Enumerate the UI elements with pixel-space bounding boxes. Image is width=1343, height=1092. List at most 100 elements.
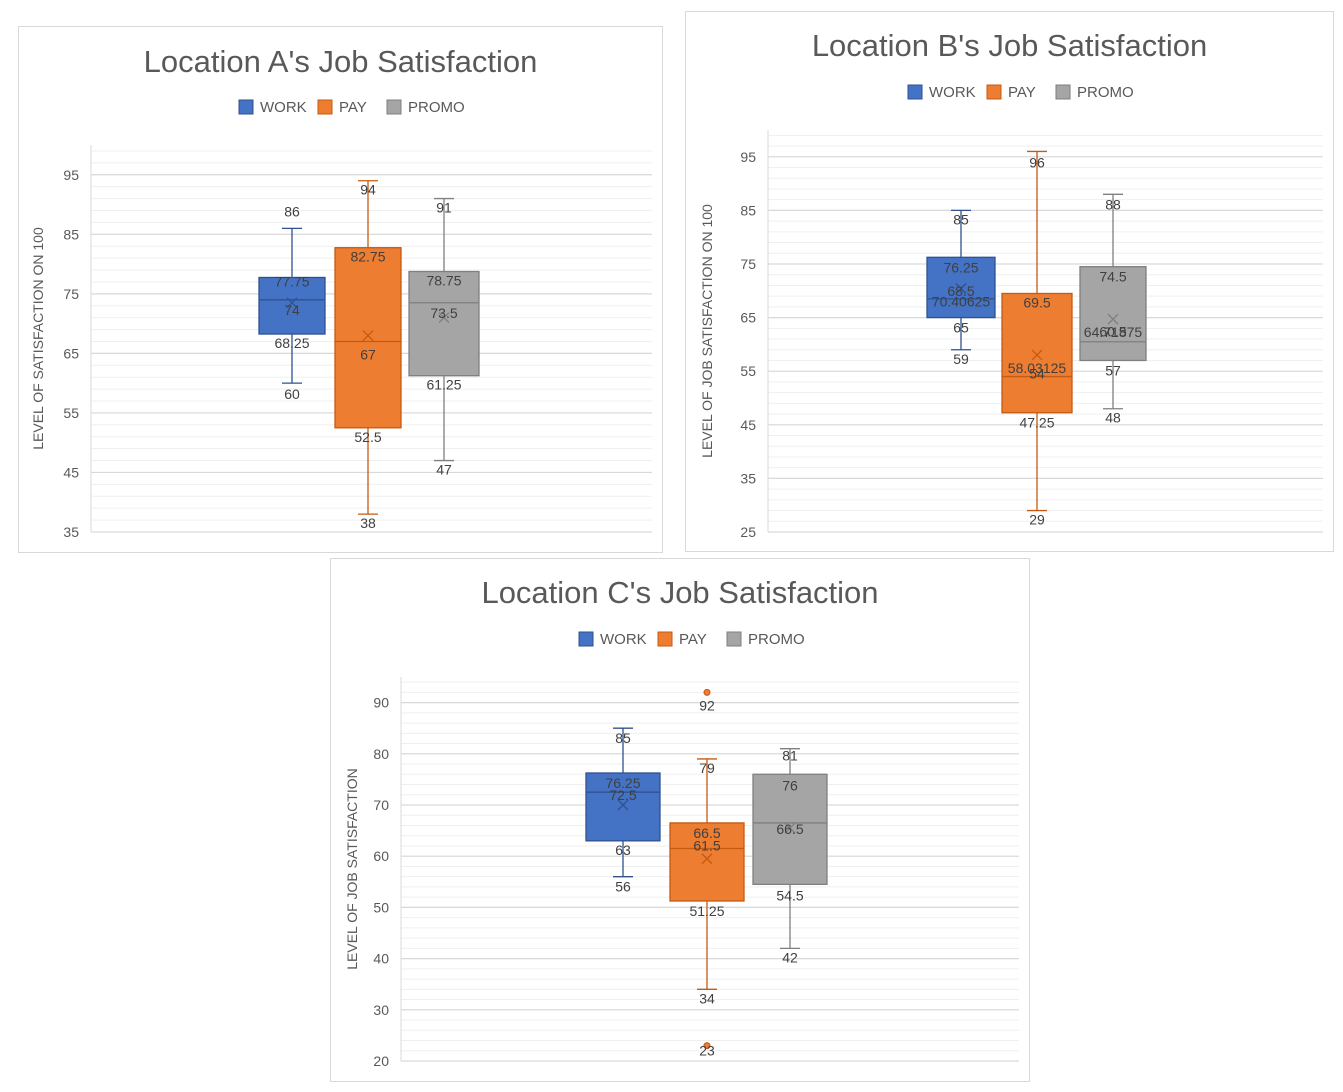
y-tick-label: 40 [373,951,389,967]
y-tick-label: 90 [373,695,389,711]
data-label: 59 [953,351,969,367]
data-label: 68.5 [947,283,974,299]
chart-title: Location B's Job Satisfaction [812,28,1207,63]
data-label: 77.75 [274,273,309,289]
data-label: 61.5 [693,838,720,854]
iqr-box [669,822,745,902]
iqr-box [1079,266,1147,362]
y-tick-label: 95 [740,149,756,165]
data-label: 85 [953,211,969,227]
y-axis-title: LEVEL OF JOB SATISFACTION ON 100 [699,204,715,458]
data-label: 67 [360,346,376,362]
data-label: 63 [615,842,631,858]
data-label: 60 [284,386,300,402]
mean-marker [1031,349,1043,361]
mean-marker [955,283,967,295]
data-label: 48 [1105,410,1121,426]
iqr-box [258,276,326,335]
data-label: 74 [284,302,300,318]
chart-location-b: Location B's Job Satisfaction WORK PAY PROM… [685,11,1334,552]
data-label: 91 [436,200,452,216]
box-pay: 94 82.75 67 52.5 38 [334,180,402,531]
y-tick-label: 85 [740,202,756,218]
data-label: 23 [699,1043,715,1059]
legend-label-work: WORK [260,99,307,116]
data-label: 76 [782,777,798,793]
legend-swatch-promo [386,99,402,115]
box-promo: 81 76 66.5 54.5 42 [752,748,828,965]
data-label: 69.5 [1023,294,1050,310]
data-label: 76.25 [605,775,640,791]
chart-title: Location C's Job Satisfaction [481,575,878,610]
data-label: 82.75 [350,249,385,265]
data-label: 79 [699,760,715,776]
mean-marker [286,297,298,309]
legend-label-work: WORK [929,84,976,101]
y-tick-label: 30 [373,1002,389,1018]
data-label: 66.5 [693,825,720,841]
legend-swatch-pay [657,631,673,647]
data-label: 54 [1029,366,1045,382]
iqr-box [926,256,996,319]
y-tick-label: 25 [740,524,756,540]
data-label: 47.25 [1019,415,1054,431]
y-tick-label: 35 [740,470,756,486]
y-axis-title: LEVEL OF JOB SATISFACTION [344,768,360,970]
data-label: 61.25 [426,377,461,393]
data-label: 64.71875 [1084,324,1143,340]
y-tick-label: 85 [63,226,79,242]
data-label: 72.5 [609,787,636,803]
data-label: 86 [284,203,300,219]
data-label: 38 [360,515,376,531]
y-tick-label: 75 [63,286,79,302]
data-label: 96 [1029,154,1045,170]
legend-label-promo: PROMO [748,631,805,648]
data-label: 73.5 [430,305,457,321]
data-label: 88 [1105,196,1121,212]
y-tick-label: 35 [63,524,79,540]
iqr-box [752,773,828,886]
box-work: 86 77.75 74 68.25 60 [258,203,326,402]
y-axis-title: LEVEL OF SATISFACTION ON 100 [30,227,46,450]
y-tick-label: 45 [63,464,79,480]
legend-label-promo: PROMO [1077,84,1134,101]
chart-c-svg: Location C's Job Satisfaction WORK PAY PROM… [344,575,1019,1069]
chart-a-svg: Location A's Job Satisfaction WORK PAY PROM… [30,44,652,540]
mean-marker [438,312,450,324]
legend-swatch-work [907,84,923,100]
mean-marker [701,853,713,865]
legend-label-work: WORK [600,631,647,648]
legend-swatch-work [238,99,254,115]
data-label: 94 [360,182,376,198]
iqr-box [334,247,402,429]
y-tick-label: 75 [740,256,756,272]
data-label: 78.75 [426,273,461,289]
y-tick-label: 95 [63,167,79,183]
y-tick-label: 70 [373,797,389,813]
legend-swatch-work [578,631,594,647]
iqr-box [585,772,661,842]
chart-title: Location A's Job Satisfaction [144,44,538,79]
data-label: 76.25 [943,259,978,275]
data-label: 85 [615,730,631,746]
y-tick-label: 65 [63,345,79,361]
legend-swatch-promo [726,631,742,647]
chart-b-svg: Location B's Job Satisfaction WORK PAY PROM… [699,28,1323,540]
data-label: 92 [699,697,715,713]
data-label: 29 [1029,512,1045,528]
iqr-box [1001,292,1073,414]
legend-label-pay: PAY [339,99,367,116]
data-label: 56 [615,879,631,895]
y-tick-label: 60 [373,848,389,864]
data-label: 57 [1105,362,1121,378]
legend-label-promo: PROMO [408,99,465,116]
data-label: 52.5 [354,429,381,445]
data-label: 42 [782,949,798,965]
legend-swatch-pay [317,99,333,115]
data-label: 68.25 [274,335,309,351]
chart-location-c: Location C's Job Satisfaction WORK PAY PROM… [330,558,1030,1082]
data-label: 66.5 [776,821,803,837]
